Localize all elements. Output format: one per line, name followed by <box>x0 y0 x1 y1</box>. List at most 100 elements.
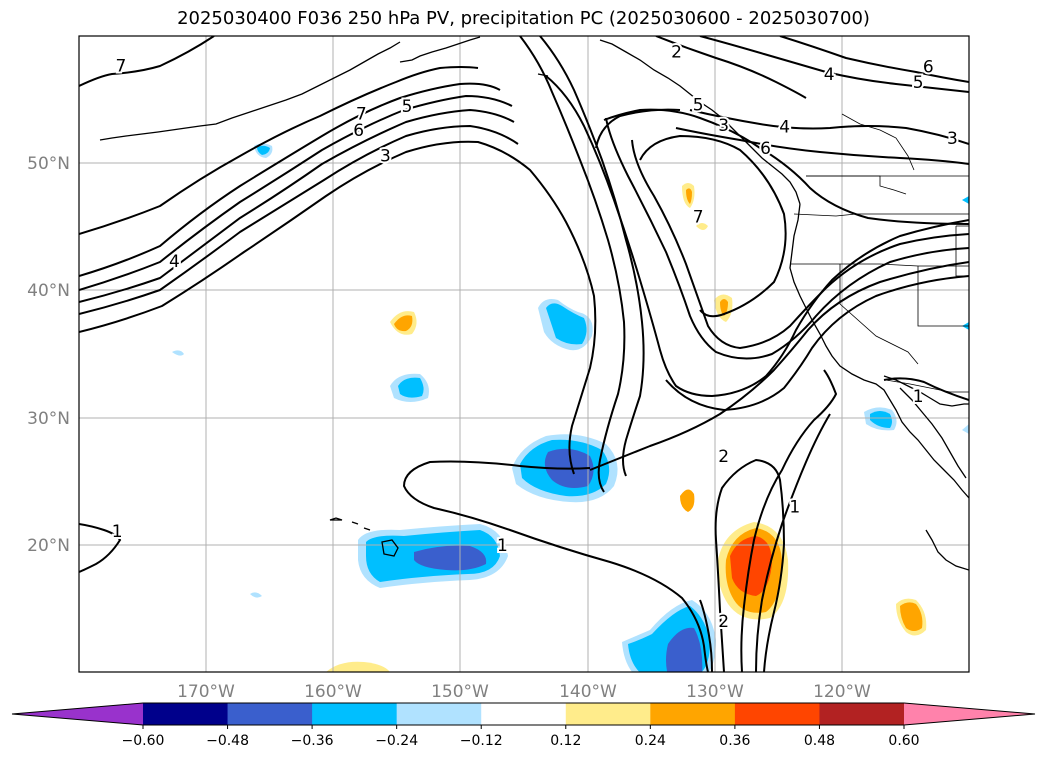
contour-label: 6 <box>923 58 934 78</box>
colorbar-tick-label: −0.12 <box>460 733 503 749</box>
pv-contour <box>79 124 519 315</box>
colorbar-tick-label: −0.60 <box>122 733 165 749</box>
lon-label: 140°W <box>559 682 617 702</box>
pv-contour <box>689 109 969 145</box>
colorbar-tick-label: 0.60 <box>888 733 919 749</box>
pv-contour <box>755 413 831 672</box>
state-border <box>793 213 969 217</box>
aleutian-islands <box>99 41 401 141</box>
pv-contours <box>79 36 969 672</box>
contour-label: 1 <box>789 498 800 518</box>
mexico-coast <box>925 529 969 571</box>
lon-label: 150°W <box>431 682 489 702</box>
latitude-labels: 50°N 40°N 30°N 20°N <box>27 154 70 556</box>
precip-area-orange <box>696 223 708 230</box>
contour-label: 6 <box>353 121 364 141</box>
pv-contour <box>699 36 969 93</box>
precip-area-blue <box>870 411 892 428</box>
pv-contour <box>595 108 787 318</box>
contour-label: 2 <box>671 42 682 62</box>
contour-label: 7 <box>116 56 127 76</box>
precip-area-orange <box>720 299 728 316</box>
precip-area-blue <box>962 196 969 204</box>
lon-label: 130°W <box>686 682 744 702</box>
pv-contour <box>655 36 807 99</box>
map-title: 2025030400 F036 250 hPa PV, precipitatio… <box>177 8 870 29</box>
precip-area-blue <box>546 303 587 345</box>
lon-label: 160°W <box>304 682 362 702</box>
lon-label: 170°W <box>177 682 235 702</box>
colorbar-cell <box>396 703 482 725</box>
precip-area-orange <box>326 661 390 672</box>
contour-label: 1 <box>497 536 508 556</box>
alaska-coast <box>399 36 481 63</box>
hawaii-islands <box>329 517 343 521</box>
precip-area-blue <box>250 592 262 598</box>
pv-contour <box>605 117 969 360</box>
pv-contour <box>79 82 501 277</box>
pv-contour <box>665 275 969 412</box>
precip-area-orange <box>680 489 695 512</box>
pv-contour <box>79 140 597 475</box>
pv-contour <box>79 66 479 235</box>
state-border <box>790 263 969 267</box>
contour-label: 3 <box>380 147 391 167</box>
pv-contour <box>675 127 969 165</box>
pv-contour <box>79 108 515 303</box>
pv-contour <box>603 108 969 225</box>
precip-area-darkblue <box>414 545 487 571</box>
contour-label: 3 <box>947 129 958 149</box>
colorbar-outline <box>11 702 1036 726</box>
pv-contour <box>589 261 969 471</box>
contour-label: 7 <box>693 208 704 228</box>
state-border <box>806 175 907 195</box>
longitude-labels: 170°W 160°W 150°W 140°W 130°W 120°W <box>177 682 871 702</box>
colorbar-cell <box>143 703 229 725</box>
contour-label: 1 <box>112 522 123 542</box>
pv-contour <box>714 458 786 672</box>
colorbar-tick-label: −0.36 <box>291 733 334 749</box>
pv-contour <box>519 36 626 493</box>
precip-area-orange <box>686 188 692 204</box>
pv-contour <box>631 139 969 350</box>
colorbar-cells <box>143 703 905 725</box>
contour-label: 6 <box>760 139 771 159</box>
lat-label: 30°N <box>27 409 70 429</box>
precip-area-orange <box>900 602 923 631</box>
pv-contour <box>79 36 215 87</box>
coastlines <box>99 36 969 571</box>
baja-coast <box>899 387 967 479</box>
contour-label: 5 <box>402 97 413 117</box>
colorbar-cell <box>650 703 736 725</box>
hawaii-islands <box>351 521 359 525</box>
colorbar-cell <box>734 703 820 725</box>
pv-contour <box>883 377 969 401</box>
colorbar-over-extension <box>904 703 1035 725</box>
pv-contour <box>699 599 713 672</box>
us-west-coast <box>789 203 969 499</box>
pv-contour <box>402 460 709 672</box>
contour-label: 4 <box>169 252 180 272</box>
pv-contour <box>79 523 122 573</box>
contour-label: 2 <box>718 612 729 632</box>
pv-contour <box>779 36 969 83</box>
precip-area-blue <box>257 145 270 155</box>
precip-area-orange <box>394 315 413 332</box>
colorbar-cell <box>819 703 905 725</box>
colorbar-cell <box>312 703 398 725</box>
lat-label: 40°N <box>27 281 70 301</box>
colorbar-cell <box>227 703 313 725</box>
pv-contour <box>740 369 838 672</box>
precip-area-blue <box>962 424 969 434</box>
contour-label: 4 <box>824 65 835 85</box>
colorbar-tick-label: −0.24 <box>375 733 418 749</box>
state-border <box>839 264 919 365</box>
contour-label: 5 <box>913 73 924 93</box>
precip-area-red <box>730 536 772 596</box>
contour-label: 4 <box>779 117 790 137</box>
precip-area-blue <box>398 377 424 398</box>
colorbar-tick-label: 0.24 <box>635 733 666 749</box>
lat-label: 20°N <box>27 536 70 556</box>
